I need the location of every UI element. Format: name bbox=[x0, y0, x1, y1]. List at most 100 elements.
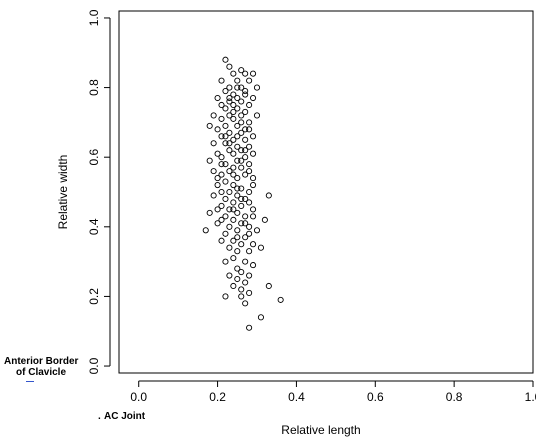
data-point bbox=[234, 185, 241, 192]
plot-frame bbox=[118, 10, 534, 374]
data-point bbox=[218, 77, 225, 84]
data-point bbox=[234, 192, 241, 199]
data-point bbox=[234, 77, 241, 84]
data-point bbox=[214, 206, 221, 213]
data-point bbox=[238, 129, 245, 136]
data-point bbox=[206, 157, 213, 164]
data-point bbox=[246, 324, 253, 331]
data-point bbox=[230, 70, 237, 77]
data-point bbox=[246, 289, 253, 296]
data-point bbox=[257, 244, 264, 251]
data-point bbox=[242, 126, 249, 133]
data-point bbox=[242, 279, 249, 286]
data-point bbox=[246, 272, 253, 279]
data-point bbox=[242, 300, 249, 307]
data-point bbox=[234, 248, 241, 255]
data-point bbox=[222, 178, 229, 185]
data-point bbox=[238, 269, 245, 276]
data-point bbox=[238, 147, 245, 154]
data-point bbox=[226, 140, 233, 147]
data-point bbox=[214, 94, 221, 102]
data-point bbox=[246, 248, 253, 255]
data-point bbox=[214, 220, 221, 227]
data-point bbox=[230, 101, 237, 109]
data-point bbox=[222, 122, 229, 129]
data-point bbox=[234, 227, 241, 234]
data-point bbox=[238, 98, 245, 105]
data-point bbox=[246, 168, 253, 175]
data-point bbox=[250, 150, 257, 157]
data-point bbox=[246, 199, 253, 206]
data-point bbox=[246, 101, 253, 109]
data-point bbox=[218, 202, 225, 209]
annotation-dot: . bbox=[98, 411, 101, 422]
data-point bbox=[238, 185, 245, 192]
data-point bbox=[218, 115, 225, 122]
data-point bbox=[246, 161, 253, 168]
data-point bbox=[265, 282, 272, 290]
data-point bbox=[226, 98, 233, 105]
data-point bbox=[222, 258, 229, 265]
data-point bbox=[234, 84, 241, 91]
data-point bbox=[246, 188, 253, 196]
data-point bbox=[230, 164, 237, 171]
data-point bbox=[226, 147, 233, 154]
data-point bbox=[230, 282, 237, 290]
y-tick-label: 0.6 bbox=[87, 149, 101, 166]
data-point bbox=[226, 84, 233, 91]
data-point bbox=[246, 143, 253, 150]
x-tick-label: 0.6 bbox=[367, 390, 384, 404]
data-point bbox=[210, 192, 217, 199]
data-point bbox=[218, 133, 225, 140]
data-point bbox=[234, 234, 241, 241]
data-point bbox=[230, 171, 237, 178]
data-point bbox=[242, 195, 249, 203]
data-point bbox=[250, 70, 257, 77]
data-point bbox=[238, 293, 245, 300]
data-point bbox=[218, 216, 225, 223]
data-point bbox=[226, 63, 233, 70]
data-point bbox=[230, 199, 237, 206]
data-point bbox=[250, 94, 257, 102]
data-point bbox=[242, 136, 249, 143]
data-point bbox=[242, 154, 249, 161]
data-point bbox=[218, 188, 225, 196]
y-tick-label: 0.8 bbox=[87, 79, 101, 96]
x-tick-label: 1.0 bbox=[525, 390, 536, 404]
data-point bbox=[238, 119, 245, 126]
data-point bbox=[214, 181, 221, 189]
data-point bbox=[238, 84, 245, 91]
data-point bbox=[230, 91, 237, 98]
data-point bbox=[230, 255, 237, 262]
data-point bbox=[250, 133, 257, 140]
data-point bbox=[246, 223, 253, 230]
data-point bbox=[206, 122, 213, 129]
data-point bbox=[246, 126, 253, 133]
data-point bbox=[257, 314, 264, 321]
data-point bbox=[222, 293, 229, 300]
data-point bbox=[230, 181, 237, 189]
data-point bbox=[234, 122, 241, 129]
data-point bbox=[230, 108, 237, 115]
data-point bbox=[238, 195, 245, 203]
data-point bbox=[234, 265, 241, 272]
y-tick-label: 0.2 bbox=[87, 288, 101, 305]
data-point bbox=[242, 147, 249, 154]
data-point bbox=[218, 161, 225, 168]
data-point bbox=[250, 213, 257, 220]
data-point bbox=[234, 133, 241, 140]
data-point bbox=[214, 175, 221, 182]
data-point bbox=[230, 237, 237, 244]
data-point bbox=[234, 209, 241, 216]
data-point bbox=[277, 296, 284, 303]
data-point bbox=[226, 129, 233, 136]
data-point bbox=[210, 140, 217, 147]
data-point bbox=[230, 216, 237, 223]
data-point bbox=[238, 220, 245, 227]
data-point bbox=[242, 220, 249, 227]
data-point bbox=[222, 88, 229, 95]
data-point bbox=[202, 227, 209, 234]
x-tick-label: 0.2 bbox=[209, 390, 226, 404]
data-point bbox=[226, 94, 233, 102]
